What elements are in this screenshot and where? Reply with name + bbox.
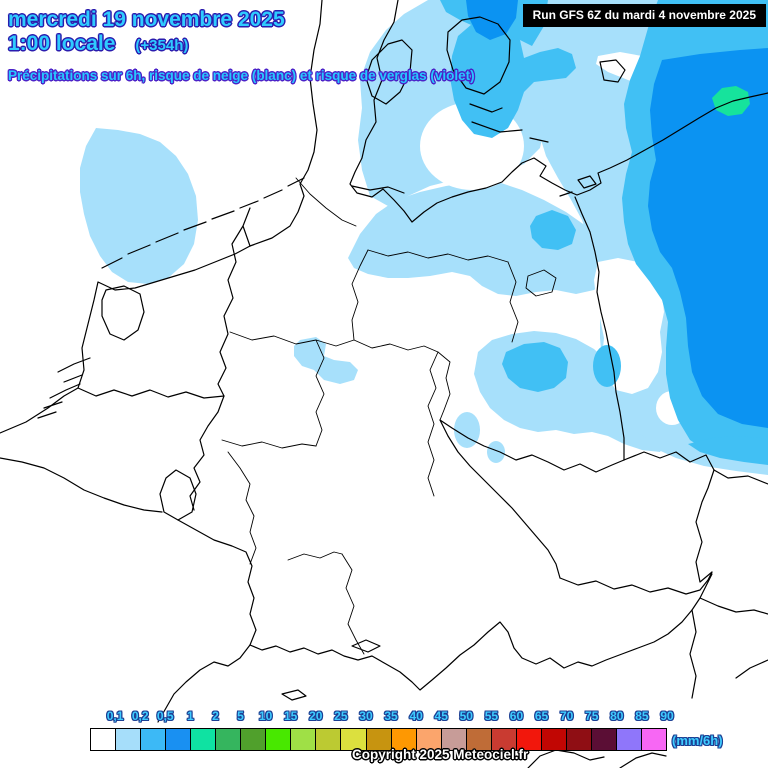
legend-cell [316, 729, 342, 750]
legend-cell [166, 729, 192, 750]
legend-cell [266, 729, 292, 750]
legend-cell [241, 729, 267, 750]
legend-cell [366, 729, 392, 750]
legend-tick-label: 60 [509, 709, 524, 723]
map-subtitle: Précipitations sur 6h, risque de neige (… [8, 68, 475, 83]
legend-cell [566, 729, 592, 750]
legend-cell [491, 729, 517, 750]
legend-cell [541, 729, 567, 750]
forecast-time: 1:00 locale (+354h) [8, 32, 188, 56]
legend-cell [416, 729, 442, 750]
copyright-label: Copyright 2025 Meteociel.fr [352, 747, 529, 762]
legend-cell [91, 729, 117, 750]
forecast-time-label: 1:00 locale [8, 32, 116, 55]
legend-tick-label: 35 [384, 709, 398, 723]
legend-tick-label: 50 [459, 709, 473, 723]
legend-tick-label: 2 [212, 709, 219, 723]
legend-tick-label: 0,5 [156, 709, 174, 723]
legend-tick-label: 5 [237, 709, 244, 723]
state-borders [221, 177, 557, 655]
legend-cell [441, 729, 467, 750]
legend-tick-label: 0,1 [106, 709, 124, 723]
legend-cell [216, 729, 242, 750]
legend-tick-label: 45 [434, 709, 448, 723]
precip-heavy-layer [466, 0, 768, 428]
legend-tick-label: 70 [559, 709, 574, 723]
model-run-label: Run GFS 6Z du mardi 4 novembre 2025 [522, 4, 766, 27]
legend-cell [141, 729, 167, 750]
legend-cell [466, 729, 492, 750]
legend-cell [616, 729, 643, 750]
legend-bar [90, 728, 667, 751]
legend-cell [291, 729, 317, 750]
legend-tick-label: 90 [660, 709, 674, 723]
legend-tick-label: 85 [635, 709, 649, 723]
legend-ticks: 0,1 0,2 0,5 1 2 5 10 15 20 25 30 35 40 45 50 55 60 65 70 75… [90, 709, 674, 725]
legend-tick-label: 15 [284, 709, 298, 723]
legend-tick-label: 20 [309, 709, 323, 723]
legend-cell [391, 729, 417, 750]
legend-tick-label: 30 [359, 709, 373, 723]
legend-cell [642, 729, 667, 750]
forecast-offset: (+354h) [135, 37, 189, 54]
forecast-date: mercredi 19 novembre 2025 [8, 8, 285, 31]
precip-intense-layer [712, 86, 750, 116]
legend-tick-label: 75 [585, 709, 599, 723]
legend-tick-label: 80 [610, 709, 624, 723]
legend-tick-label: 40 [409, 709, 423, 723]
legend-cell [516, 729, 542, 750]
legend-cell [341, 729, 367, 750]
legend-cell [191, 729, 217, 750]
legend-tick-label: 1 [187, 709, 194, 723]
legend-cell [116, 729, 142, 750]
legend-tick-label: 0,2 [131, 709, 149, 723]
legend-tick-label: 65 [534, 709, 549, 723]
legend-unit-label: (mm/6h) [672, 733, 723, 748]
legend-cell [591, 729, 617, 750]
legend-tick-label: 10 [258, 709, 273, 723]
legend-tick-label: 25 [334, 709, 348, 723]
legend-tick-label: 55 [484, 709, 499, 723]
